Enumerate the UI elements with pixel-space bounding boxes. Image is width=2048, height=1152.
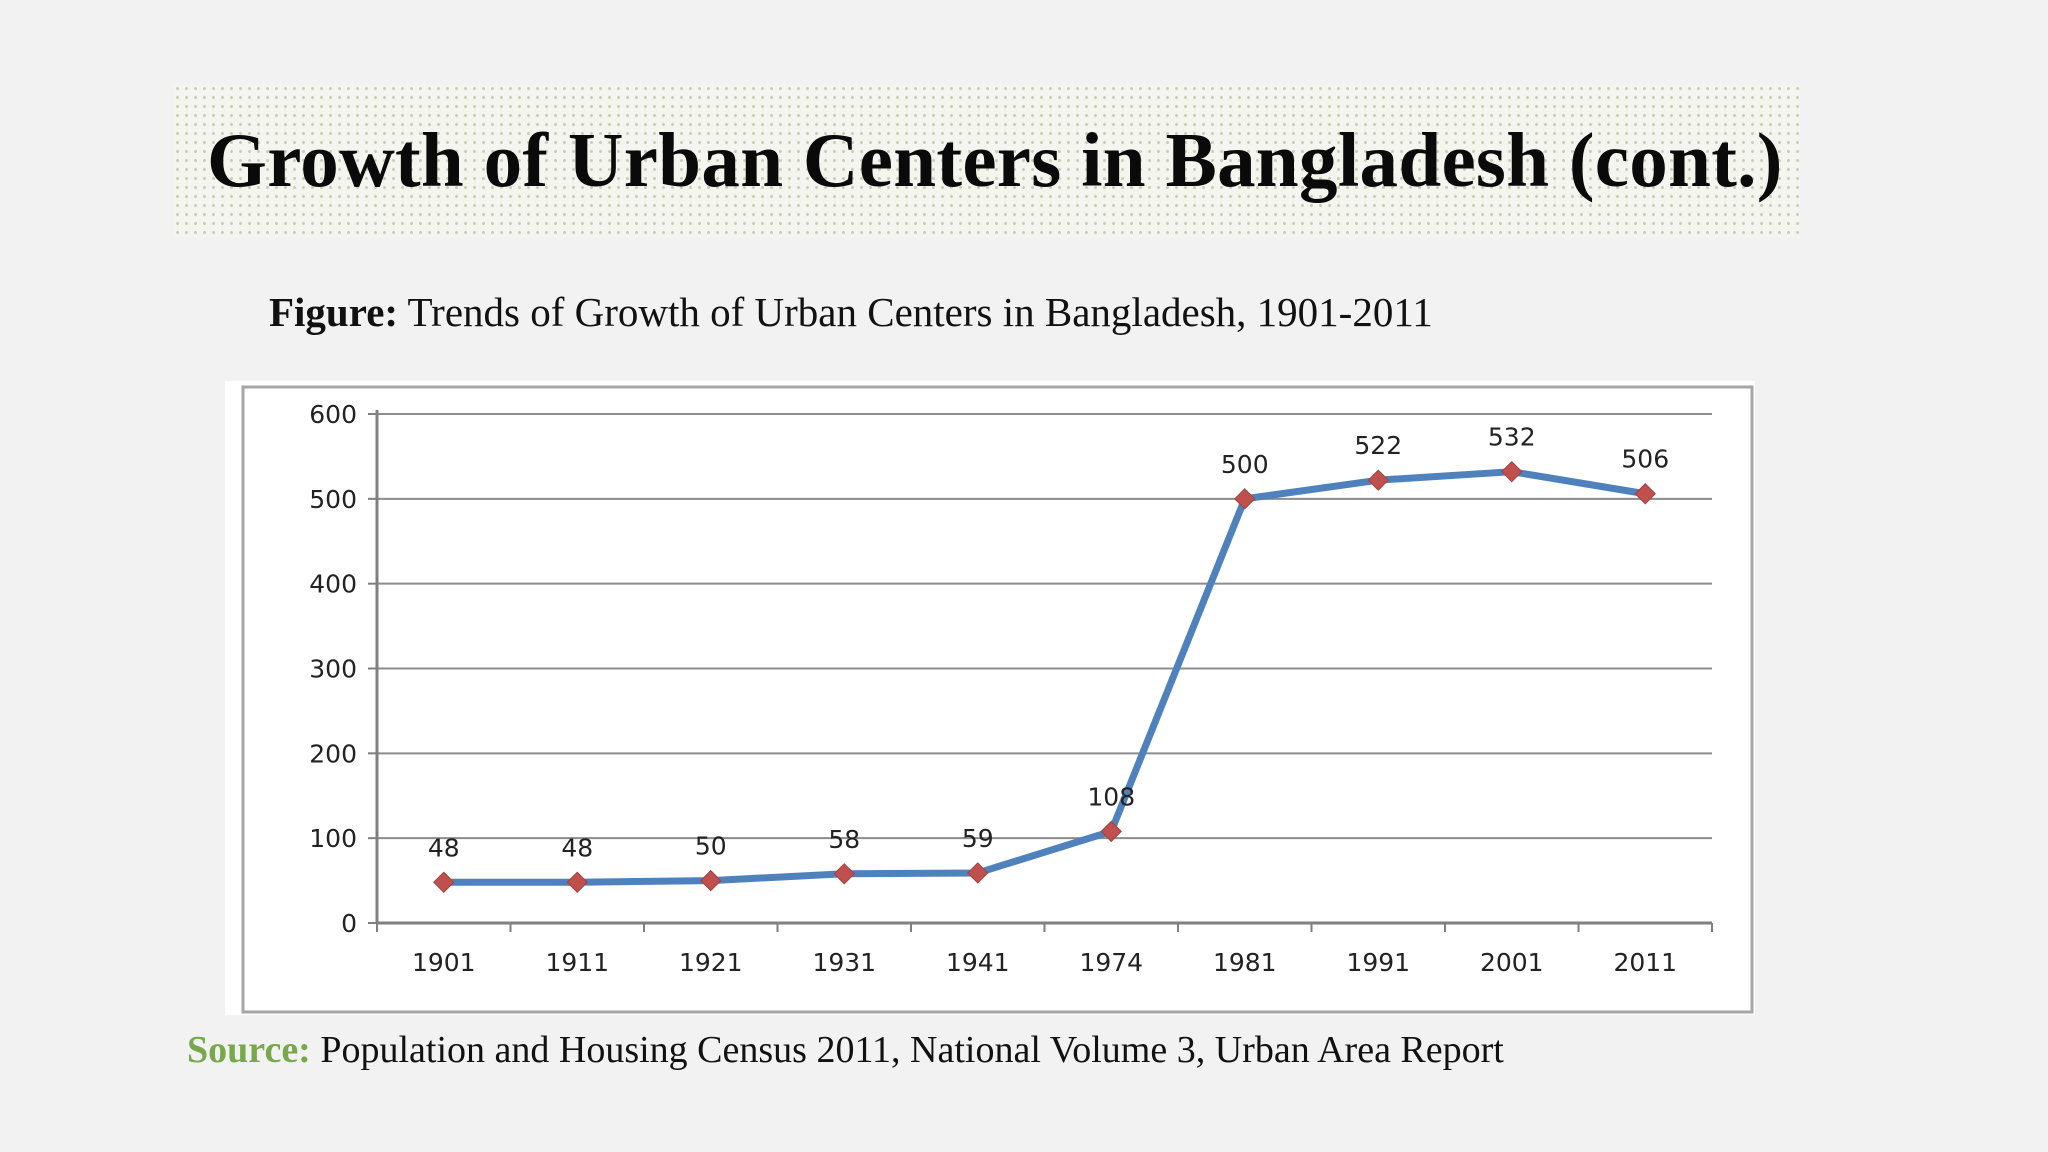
data-point-marker	[1501, 460, 1523, 483]
y-tick-label: 500	[309, 485, 357, 514]
y-tick-label: 0	[341, 909, 357, 938]
x-tick-label: 2011	[1613, 948, 1677, 977]
data-label: 108	[1087, 782, 1135, 811]
data-label: 506	[1621, 445, 1669, 474]
title-banner: Growth of Urban Centers in Bangladesh (c…	[173, 84, 1799, 237]
source-text: Population and Housing Census 2011, Nati…	[310, 1029, 1504, 1071]
y-tick-label: 600	[309, 400, 357, 429]
chart-border	[241, 385, 1754, 1014]
y-tick-label: 200	[309, 739, 357, 768]
data-label: 522	[1354, 431, 1402, 460]
data-point-marker	[566, 871, 588, 893]
data-label: 48	[561, 833, 593, 862]
y-tick-label: 400	[309, 570, 357, 599]
figure-label: Figure:	[269, 289, 399, 335]
data-point-marker	[1234, 488, 1256, 510]
data-point-marker	[700, 869, 722, 892]
x-tick-label: 1931	[812, 948, 876, 977]
chart-frame: 0 100 200 300 400 500 600 1901 1911 1921 1931 1941 1…	[225, 381, 1755, 1015]
data-label: 59	[962, 824, 994, 853]
x-tick-label: 2001	[1480, 948, 1544, 977]
source-note: Source: Population and Housing Census 20…	[187, 1028, 1504, 1072]
series-line	[440, 468, 1649, 886]
data-label: 532	[1488, 423, 1536, 452]
data-label: 58	[828, 825, 860, 854]
data-point-marker	[967, 862, 989, 884]
slide-title: Growth of Urban Centers in Bangladesh (c…	[207, 117, 1783, 203]
x-tick-label: 1941	[946, 948, 1010, 977]
x-tick-label: 1991	[1346, 948, 1410, 977]
data-point-marker	[1367, 469, 1389, 491]
data-point-marker	[1634, 483, 1656, 505]
x-tick-label: 1901	[412, 948, 476, 977]
source-label: Source:	[187, 1029, 311, 1071]
data-point-marker	[1100, 820, 1122, 843]
x-tick-label: 1974	[1079, 948, 1143, 977]
line-chart: 0 100 200 300 400 500 600 1901 1911 1921 1931 1941 1…	[241, 385, 1754, 1014]
figure-caption-text: Trends of Growth of Urban Centers in Ban…	[398, 289, 1433, 335]
x-tick-label: 1921	[679, 948, 743, 977]
data-point-marker	[833, 863, 855, 885]
data-label: 500	[1221, 450, 1269, 479]
figure-caption: Figure: Trends of Growth of Urban Center…	[269, 288, 1433, 336]
x-tick-label: 1981	[1213, 948, 1277, 977]
data-label: 48	[428, 833, 460, 862]
data-label: 50	[695, 832, 727, 861]
x-tick-label: 1911	[545, 948, 609, 977]
data-point-marker	[433, 871, 455, 893]
y-tick-label: 300	[309, 655, 357, 684]
y-tick-label: 100	[309, 824, 357, 853]
